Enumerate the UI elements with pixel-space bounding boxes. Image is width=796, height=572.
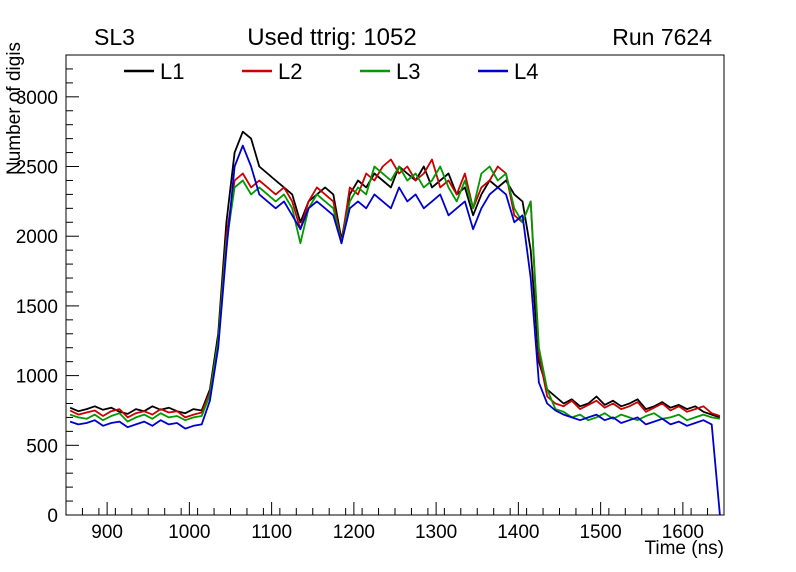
x-tick-label: 900: [91, 522, 123, 543]
series-line-L4: [69, 144, 721, 516]
legend-label-L1: L1: [160, 59, 184, 84]
y-axis-title: Number of digis: [4, 42, 25, 175]
pad-title-left: SL3: [94, 24, 135, 50]
y-tick-label: 2500: [16, 158, 58, 179]
legend-label-L2: L2: [278, 59, 302, 84]
y-tick-label: 3000: [16, 88, 58, 109]
y-tick-label: 1000: [16, 367, 58, 388]
x-tick-label: 1400: [497, 522, 539, 543]
x-tick-label: 1100: [251, 522, 292, 543]
plot-frame: [65, 54, 725, 516]
pad-title-right: Run 7624: [612, 24, 712, 50]
legend-label-L3: L3: [396, 59, 420, 84]
x-tick-label: 1600: [662, 522, 704, 543]
y-tick-label: 500: [26, 436, 58, 457]
y-tick-label: 1500: [16, 297, 58, 318]
x-tick-label: 1500: [579, 522, 621, 543]
x-axis-title: Time (ns): [644, 538, 724, 559]
y-tick-label: 0: [47, 506, 58, 527]
series-line-L3: [69, 165, 721, 423]
x-tick-label: 1200: [333, 522, 375, 543]
x-tick-label: 1000: [168, 522, 210, 543]
legend-label-L4: L4: [514, 59, 538, 84]
y-tick-label: 2000: [16, 227, 58, 248]
x-tick-label: 1300: [415, 522, 457, 543]
pad-title-center: Used ttrig: 1052: [247, 24, 417, 51]
series-line-L2: [69, 158, 721, 419]
